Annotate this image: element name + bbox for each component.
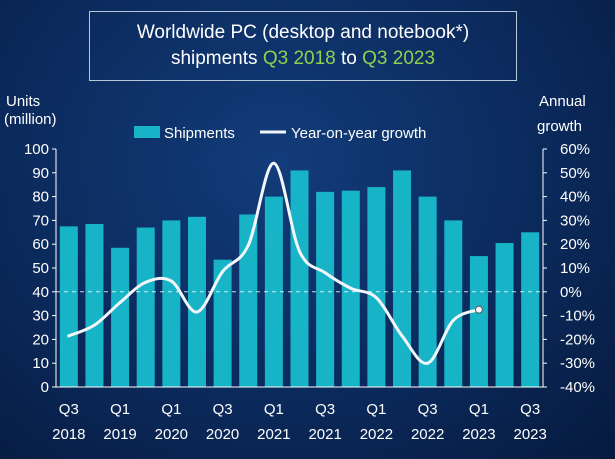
- right-axis-title-line-1: Annual: [539, 93, 586, 110]
- bar-1: [85, 223, 104, 387]
- left-tick-label-4: 60: [32, 236, 49, 253]
- growth-point-3: [144, 280, 148, 284]
- growth-point-5: [195, 310, 199, 314]
- growth-point-9: [298, 249, 301, 253]
- right-tick-label-7: -10%: [560, 308, 595, 325]
- title-start-period: Q3 2018: [262, 48, 336, 69]
- bar-2: [111, 247, 130, 387]
- legend-bar-swatch: [134, 126, 160, 138]
- right-tick-label-6: 0%: [560, 284, 582, 301]
- x-tick-label-quarter-4: Q1: [264, 401, 284, 418]
- tick-labels-group: 100908070605040302010060%50%40%30%20%10%…: [24, 141, 595, 443]
- left-tick-label-8: 20: [32, 331, 49, 348]
- growth-point-10: [323, 271, 327, 275]
- x-tick-label-quarter-5: Q3: [315, 401, 335, 418]
- growth-point-7: [246, 243, 250, 247]
- left-tick-label-2: 80: [32, 189, 49, 206]
- right-tick-label-1: 50%: [560, 165, 590, 182]
- x-tick-label-year-1: 2019: [103, 426, 136, 443]
- bar-18: [521, 232, 540, 387]
- legend-line-label: Year-on-year growth: [291, 125, 426, 142]
- bar-0: [59, 226, 78, 387]
- left-tick-label-3: 70: [32, 212, 49, 229]
- x-tick-label-quarter-8: Q1: [469, 401, 489, 418]
- x-tick-label-year-5: 2021: [308, 426, 341, 443]
- left-axis-title-line-1: Units: [6, 93, 40, 110]
- x-tick-label-quarter-1: Q1: [110, 401, 130, 418]
- growth-point-8: [272, 161, 276, 165]
- chart-title-box: Worldwide PC (desktop and notebook*) shi…: [89, 11, 517, 81]
- x-tick-label-quarter-7: Q3: [418, 401, 438, 418]
- bar-12: [367, 187, 386, 387]
- x-tick-label-quarter-3: Q3: [213, 401, 233, 418]
- x-tick-label-quarter-0: Q3: [59, 401, 79, 418]
- bar-9: [290, 170, 309, 387]
- right-tick-label-5: 10%: [560, 260, 590, 277]
- chart-title-line-2: shipments Q3 2018 to Q3 2023: [90, 46, 516, 72]
- x-tick-label-year-0: 2018: [52, 426, 85, 443]
- growth-last-point-marker: [474, 305, 483, 314]
- growth-point-1: [92, 323, 96, 327]
- bar-10: [316, 191, 335, 387]
- title-to-word: to: [341, 48, 357, 69]
- bar-4: [162, 220, 181, 387]
- left-tick-label-10: 0: [41, 379, 49, 396]
- bar-13: [393, 170, 412, 387]
- right-tick-label-8: -20%: [560, 331, 595, 348]
- chart-title-line-1: Worldwide PC (desktop and notebook*): [136, 22, 470, 43]
- x-tick-label-year-2: 2020: [155, 426, 188, 443]
- axes-group: [52, 148, 547, 388]
- x-tick-label-quarter-9: Q3: [520, 401, 540, 418]
- right-tick-label-4: 20%: [560, 236, 590, 253]
- growth-point-4: [169, 279, 173, 283]
- growth-point-14: [426, 361, 430, 365]
- right-tick-label-3: 30%: [560, 212, 590, 229]
- x-tick-label-year-4: 2021: [257, 426, 290, 443]
- bar-6: [213, 259, 232, 387]
- growth-point-6: [221, 270, 225, 274]
- growth-point-2: [118, 301, 122, 305]
- left-tick-label-5: 50: [32, 260, 49, 277]
- x-tick-label-year-8: 2023: [462, 426, 495, 443]
- growth-point-12: [374, 296, 378, 300]
- bar-5: [187, 216, 206, 387]
- bar-16: [469, 256, 488, 387]
- left-tick-label-0: 100: [24, 141, 49, 158]
- x-tick-label-year-3: 2020: [206, 426, 239, 443]
- right-axis-title-line-2: growth: [537, 118, 582, 135]
- right-tick-label-10: -40%: [560, 379, 595, 396]
- x-tick-label-year-7: 2022: [411, 426, 444, 443]
- legend-bar-label: Shipments: [164, 125, 235, 142]
- x-tick-label-quarter-2: Q1: [161, 401, 181, 418]
- left-tick-label-7: 30: [32, 308, 49, 325]
- right-tick-label-9: -30%: [560, 355, 595, 372]
- growth-point-0: [67, 334, 71, 338]
- bar-17: [495, 243, 514, 387]
- right-tick-label-0: 60%: [560, 141, 590, 158]
- title-shipments-word: shipments: [170, 48, 258, 69]
- bar-15: [444, 220, 463, 387]
- growth-point-11: [349, 286, 353, 290]
- title-end-period: Q3 2023: [362, 48, 436, 69]
- left-tick-label-1: 90: [32, 165, 49, 182]
- bars-group: [59, 170, 540, 387]
- growth-point-15: [451, 318, 455, 322]
- left-tick-label-9: 10: [32, 355, 49, 372]
- right-tick-label-2: 40%: [560, 189, 590, 206]
- growth-point-13: [400, 334, 404, 338]
- bar-3: [136, 227, 155, 387]
- left-axis-title-line-2: (million): [4, 111, 57, 128]
- x-tick-label-year-9: 2023: [513, 426, 546, 443]
- growth-line-group: [67, 161, 483, 365]
- x-tick-label-quarter-6: Q1: [366, 401, 386, 418]
- left-tick-label-6: 40: [32, 284, 49, 301]
- bar-7: [239, 214, 258, 387]
- x-tick-label-year-6: 2022: [360, 426, 393, 443]
